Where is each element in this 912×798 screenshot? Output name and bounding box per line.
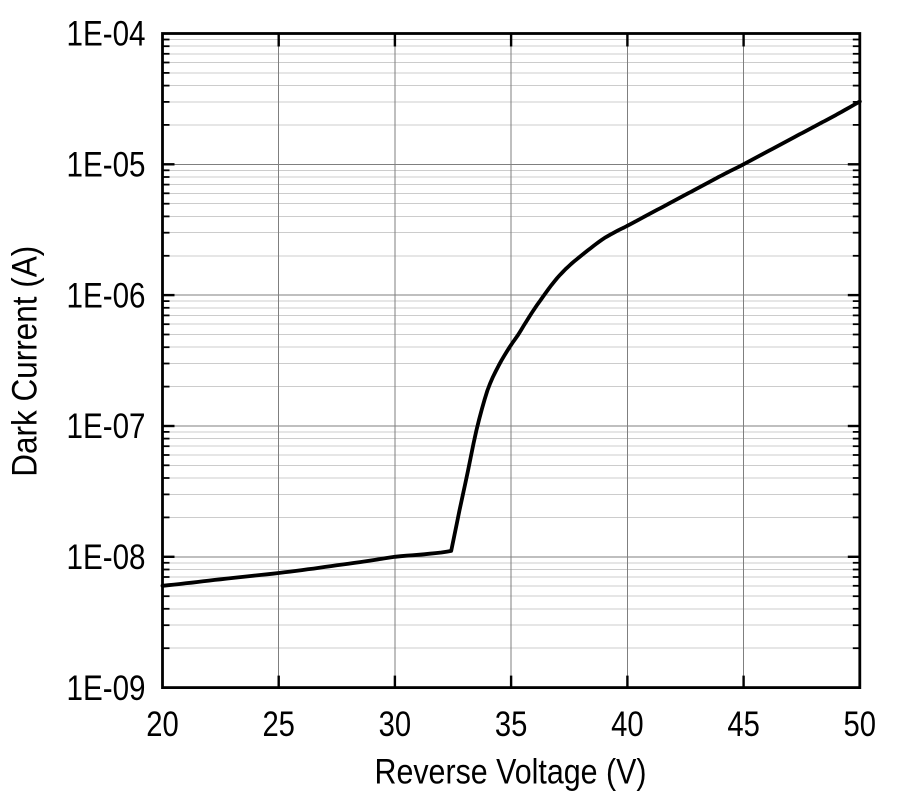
svg-text:1E-07: 1E-07 xyxy=(67,407,146,446)
svg-text:35: 35 xyxy=(495,705,528,744)
svg-text:20: 20 xyxy=(146,705,179,744)
svg-text:25: 25 xyxy=(262,705,295,744)
svg-text:1E-08: 1E-08 xyxy=(67,538,146,577)
svg-text:30: 30 xyxy=(379,705,412,744)
svg-text:1E-06: 1E-06 xyxy=(67,276,146,315)
svg-text:40: 40 xyxy=(611,705,644,744)
svg-text:Dark Current (A): Dark Current (A) xyxy=(6,246,45,477)
svg-text:1E-05: 1E-05 xyxy=(67,146,146,185)
svg-text:1E-04: 1E-04 xyxy=(67,15,146,54)
svg-text:50: 50 xyxy=(844,705,877,744)
svg-text:1E-09: 1E-09 xyxy=(67,669,146,708)
svg-text:Reverse Voltage (V): Reverse Voltage (V) xyxy=(375,753,647,792)
svg-text:45: 45 xyxy=(727,705,760,744)
